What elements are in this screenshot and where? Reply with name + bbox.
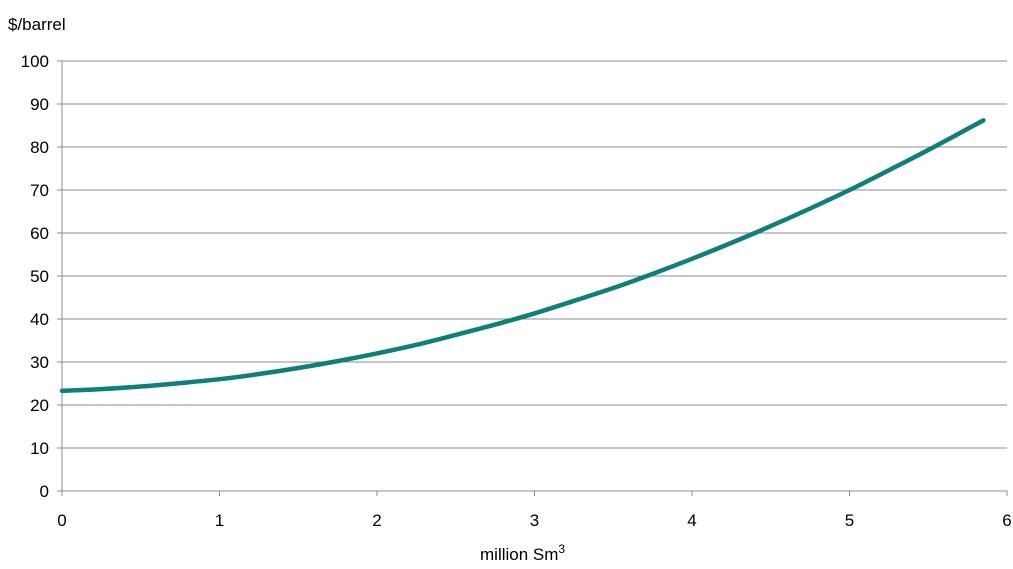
y-tick-label: 60 [30, 224, 49, 243]
y-tick-label: 20 [30, 396, 49, 415]
x-tick-label: 6 [1002, 511, 1011, 530]
x-axis-title: million Sm3 [480, 542, 565, 564]
x-tick-label: 1 [215, 511, 224, 530]
x-tick-label: 5 [845, 511, 854, 530]
y-tick-label: 0 [40, 482, 49, 501]
x-tick-label: 2 [372, 511, 381, 530]
y-tick-label: 30 [30, 353, 49, 372]
x-tick-label: 0 [57, 511, 66, 530]
x-axis-title-superscript: 3 [558, 542, 565, 556]
y-tick-label: 40 [30, 310, 49, 329]
axes [57, 60, 1008, 496]
x-tick-label: 3 [530, 511, 539, 530]
x-tick-labels: 0 1 2 3 4 5 6 [57, 511, 1011, 530]
y-tick-label: 50 [30, 267, 49, 286]
x-tick-label: 4 [687, 511, 696, 530]
series-group [59, 118, 986, 394]
y-tick-label: 10 [30, 439, 49, 458]
gridlines [62, 60, 1007, 449]
y-tick-label: 90 [30, 95, 49, 114]
series-line-0 [59, 118, 986, 394]
y-axis-title: $/barrel [8, 15, 66, 34]
x-axis-title-main: million Sm [480, 545, 558, 564]
y-tick-label: 80 [30, 138, 49, 157]
y-tick-labels: 0 10 20 30 40 50 60 70 80 90 100 [21, 52, 49, 501]
y-tick-label: 70 [30, 181, 49, 200]
y-tick-label: 100 [21, 52, 49, 71]
